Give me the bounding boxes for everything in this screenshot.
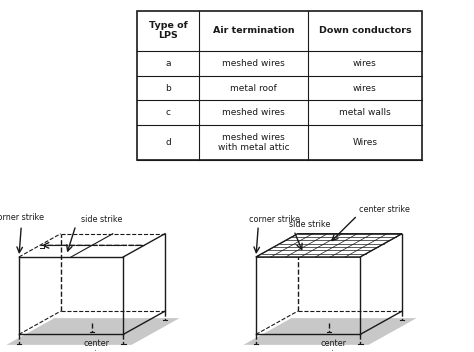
Text: wires: wires: [353, 59, 377, 68]
Text: center strike: center strike: [359, 205, 410, 214]
Text: wires: wires: [353, 83, 377, 93]
Text: Type of
LPS: Type of LPS: [149, 21, 188, 40]
Text: c: c: [166, 108, 171, 117]
Text: center
wire: center wire: [84, 339, 109, 352]
Text: a: a: [165, 59, 171, 68]
Text: meshed wires: meshed wires: [222, 59, 285, 68]
Text: meshed wires: meshed wires: [222, 108, 285, 117]
Text: corner
loop: corner loop: [238, 351, 264, 352]
Text: metal roof: metal roof: [230, 83, 277, 93]
Text: b: b: [165, 83, 171, 93]
Text: Down conductors: Down conductors: [319, 26, 411, 35]
Text: center
wire: center wire: [321, 339, 346, 352]
Text: side strike: side strike: [289, 220, 330, 229]
Text: meshed wires
with metal attic: meshed wires with metal attic: [218, 133, 290, 152]
Polygon shape: [244, 318, 417, 345]
Polygon shape: [7, 318, 180, 345]
Polygon shape: [256, 234, 402, 257]
Text: metal walls: metal walls: [339, 108, 391, 117]
Text: Air termination: Air termination: [213, 26, 294, 35]
Text: d: d: [165, 138, 171, 147]
Text: corner strike: corner strike: [0, 213, 44, 222]
Text: corner
loop: corner loop: [1, 351, 27, 352]
Text: corner strike: corner strike: [249, 214, 300, 224]
Bar: [137, 11, 422, 160]
Text: Wires: Wires: [353, 138, 377, 147]
Text: side strike: side strike: [81, 214, 122, 224]
